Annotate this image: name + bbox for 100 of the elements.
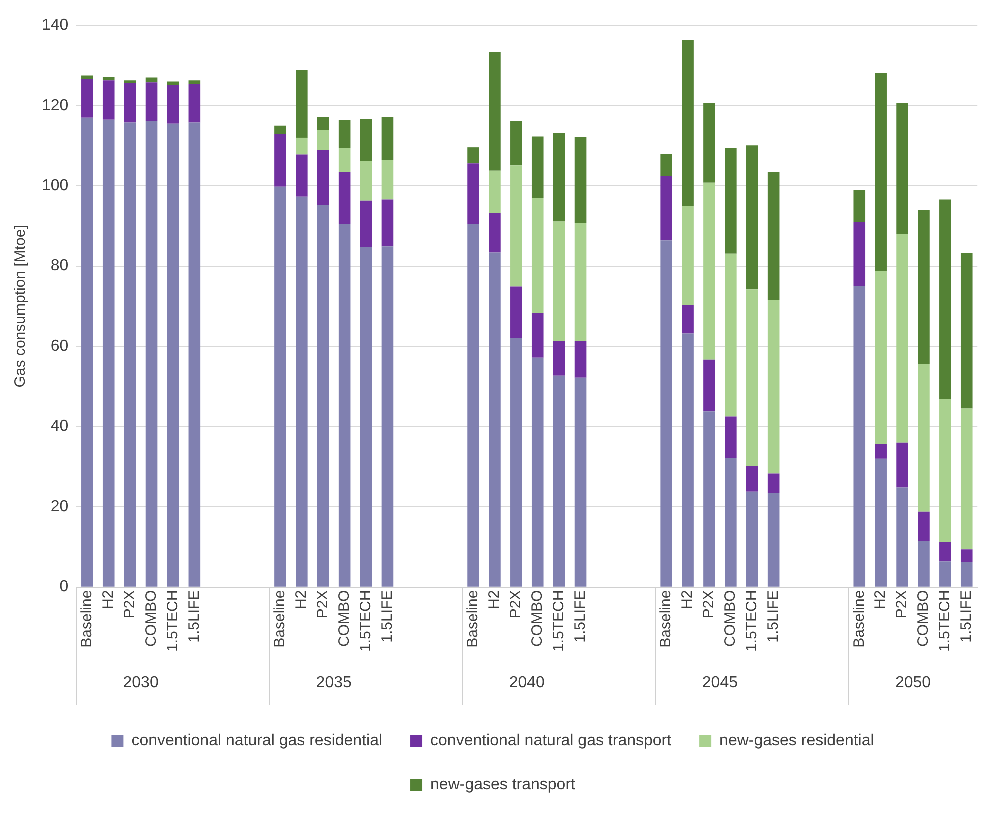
bar <box>124 80 136 84</box>
x-tick-label: H2 <box>872 590 890 610</box>
bar <box>918 210 930 364</box>
text: 2040 <box>509 674 546 692</box>
bar <box>682 206 694 306</box>
bar <box>875 458 887 587</box>
bar <box>704 182 716 360</box>
bar <box>188 84 201 123</box>
bar <box>896 442 908 488</box>
bar <box>360 161 372 201</box>
bar <box>167 124 180 587</box>
bar <box>875 444 887 459</box>
x-tick-label: COMBO <box>142 590 160 647</box>
x-tick-label: H2 <box>679 590 696 610</box>
bar <box>704 103 716 183</box>
bar <box>553 222 566 342</box>
bar <box>167 84 180 124</box>
x-tick-label: 1.5LIFE <box>958 590 976 643</box>
bar <box>532 198 544 314</box>
x-tick-label: Baseline <box>658 590 675 648</box>
bar <box>960 408 973 550</box>
bar <box>768 493 780 587</box>
x-tick-label: H2 <box>486 590 504 610</box>
x-tick-label: COMBO <box>336 590 353 647</box>
y-tick-label: 20 <box>50 498 69 516</box>
bar <box>360 247 372 587</box>
x-tick-label: H2 <box>293 590 310 610</box>
bar <box>468 164 480 224</box>
bar <box>188 122 201 587</box>
bar <box>854 222 866 286</box>
bar <box>102 80 115 120</box>
bar <box>338 148 351 172</box>
bar <box>82 78 94 118</box>
bar <box>510 121 522 166</box>
bar <box>725 416 737 458</box>
bar <box>532 358 544 587</box>
x-tick-label: 1.5TECH <box>936 590 954 652</box>
bar <box>510 166 522 287</box>
x-tick-label: P2X <box>121 590 138 619</box>
bar <box>768 172 780 300</box>
text: 2050 <box>895 674 932 692</box>
bar <box>360 200 372 248</box>
bar <box>338 120 351 148</box>
bar <box>960 562 973 587</box>
x-tick-label: P2X <box>894 590 911 619</box>
bar <box>489 212 501 253</box>
bar <box>382 117 394 160</box>
bar <box>317 150 330 205</box>
bar <box>468 148 480 164</box>
bar <box>82 118 94 587</box>
x-tick-label: 1.5TECH <box>550 590 568 652</box>
bar <box>489 252 501 587</box>
text: 2045 <box>702 674 738 692</box>
x-tick-label: H2 <box>100 590 118 610</box>
bar <box>746 466 758 492</box>
bar <box>746 290 758 467</box>
bar <box>317 130 330 150</box>
y-axis-title: Gas consumption [Mtoe] <box>12 225 30 388</box>
bar <box>574 378 587 587</box>
x-tick-label: 1.5LIFE <box>572 590 589 643</box>
bar <box>918 541 930 587</box>
bar <box>660 240 672 587</box>
bar <box>768 300 780 474</box>
x-tick-label: P2X <box>314 590 332 619</box>
bar <box>854 286 866 587</box>
bar <box>296 154 308 197</box>
bar <box>682 334 694 587</box>
bar <box>553 134 566 222</box>
x-tick-label: 1.5TECH <box>357 590 374 652</box>
bar <box>574 138 587 224</box>
legend-label: conventional natural gas transport <box>430 732 672 750</box>
x-tick-label: 1.5LIFE <box>764 590 782 643</box>
bar <box>553 341 566 376</box>
bar <box>146 82 158 122</box>
bar <box>82 76 94 79</box>
bar <box>768 474 780 494</box>
x-tick-label: Baseline <box>850 590 868 648</box>
x-tick-label: 1.5LIFE <box>378 590 396 643</box>
x-tick-label: COMBO <box>915 590 932 647</box>
bar <box>274 126 286 134</box>
y-tick-label: 0 <box>60 578 69 596</box>
bar <box>896 103 908 234</box>
bar <box>317 204 330 587</box>
bar <box>360 119 372 162</box>
bar <box>574 341 587 378</box>
x-tick-label: 1.5TECH <box>164 590 182 652</box>
x-tick-label: COMBO <box>722 590 740 647</box>
x-tick-label: Baseline <box>272 590 289 648</box>
bar <box>960 253 973 409</box>
bar <box>918 364 930 512</box>
x-tick-label: Baseline <box>78 590 96 648</box>
bar <box>746 492 758 587</box>
bar <box>338 172 351 224</box>
x-tick-label: COMBO <box>529 590 546 647</box>
bar <box>532 136 544 199</box>
bar <box>167 82 180 85</box>
bar <box>510 338 522 587</box>
bar <box>102 76 115 81</box>
bar <box>317 117 330 130</box>
bar <box>940 200 952 400</box>
